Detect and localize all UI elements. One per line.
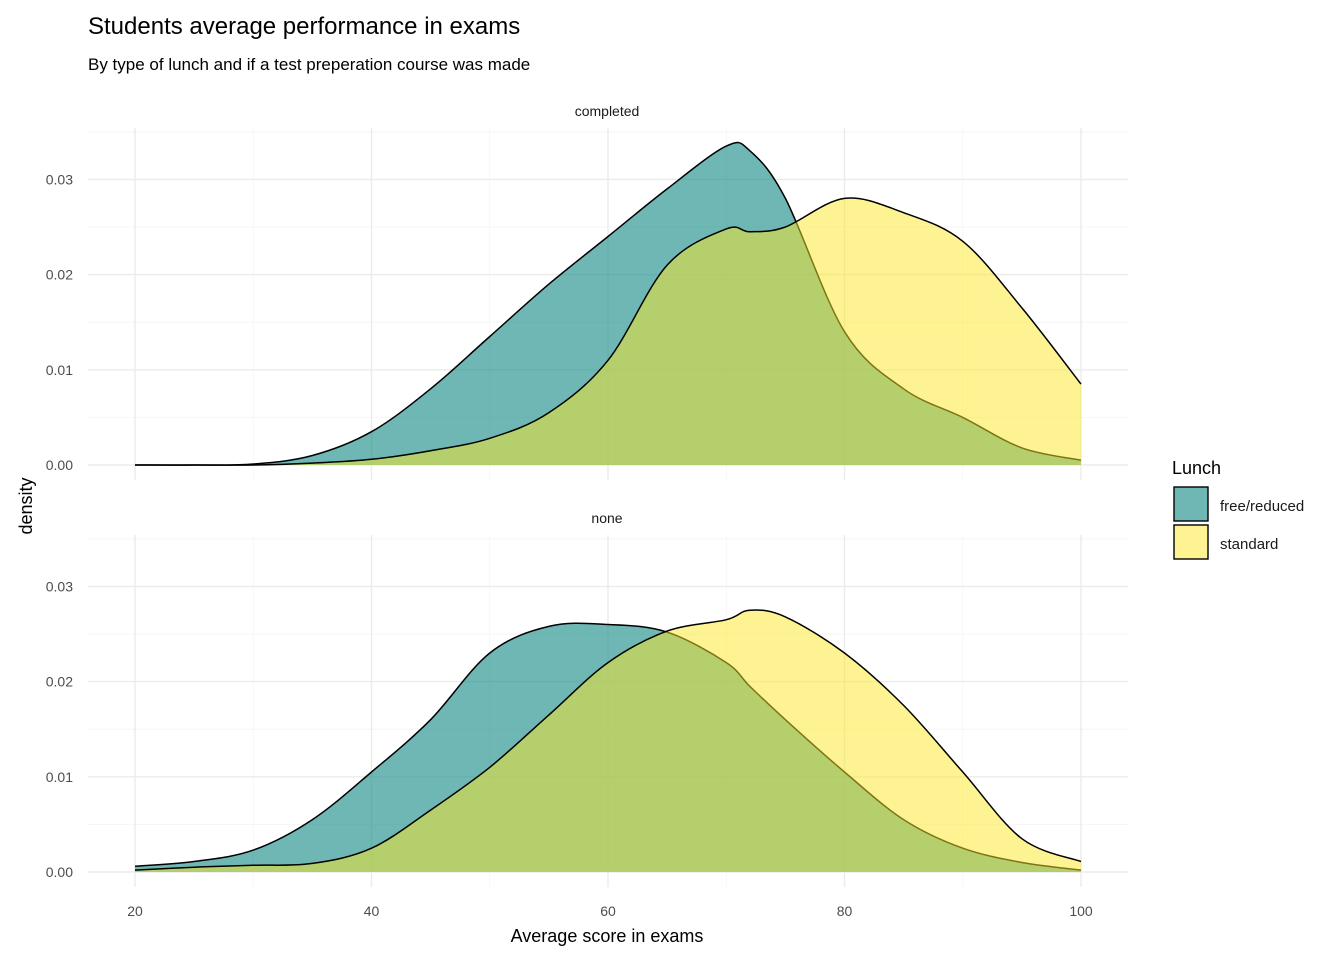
legend-swatch-free-reduced xyxy=(1173,486,1209,522)
chart-subtitle: By type of lunch and if a test preperati… xyxy=(88,55,530,74)
density-area-standard xyxy=(135,198,1081,466)
density-line-standard xyxy=(135,197,1082,466)
facet-panels: 0.000.010.020.03completed0.000.010.020.0… xyxy=(46,103,1128,919)
y-tick-label: 0.01 xyxy=(46,362,73,378)
y-tick-label: 0.03 xyxy=(46,171,73,187)
y-tick-label: 0.02 xyxy=(46,267,73,283)
x-tick-label: 100 xyxy=(1069,903,1093,919)
y-tick-label: 0.03 xyxy=(46,578,73,594)
y-tick-label: 0.02 xyxy=(46,674,73,690)
legend-title: Lunch xyxy=(1172,458,1221,478)
x-tick-label: 80 xyxy=(837,903,853,919)
legend-label-free-reduced: free/reduced xyxy=(1220,498,1304,515)
density-line-standard xyxy=(134,609,1082,871)
facet-strip-label: completed xyxy=(575,103,640,119)
x-tick-label: 60 xyxy=(600,903,616,919)
x-axis-label: Average score in exams xyxy=(511,926,704,946)
x-tick-label: 20 xyxy=(127,903,143,919)
legend-label-standard: standard xyxy=(1220,536,1278,553)
x-tick-label: 40 xyxy=(364,903,380,919)
density-area-standard xyxy=(135,610,1081,872)
y-tick-label: 0.00 xyxy=(46,457,73,473)
facet-panel-none: 0.00 0.01 0.02 0.03 none xyxy=(46,510,1128,887)
facet-strip-label: none xyxy=(591,510,622,526)
facet-panel-completed: 0.00 0.01 0.02 0.03 completed xyxy=(46,103,1128,480)
chart-title: Students average performance in exams xyxy=(88,13,520,40)
legend-swatch-standard xyxy=(1173,524,1209,560)
y-tick-label: 0.00 xyxy=(46,864,73,880)
legend: Lunch free/reduced standard xyxy=(1172,458,1304,560)
y-axis-label: density xyxy=(16,477,36,534)
y-tick-label: 0.01 xyxy=(46,769,73,785)
